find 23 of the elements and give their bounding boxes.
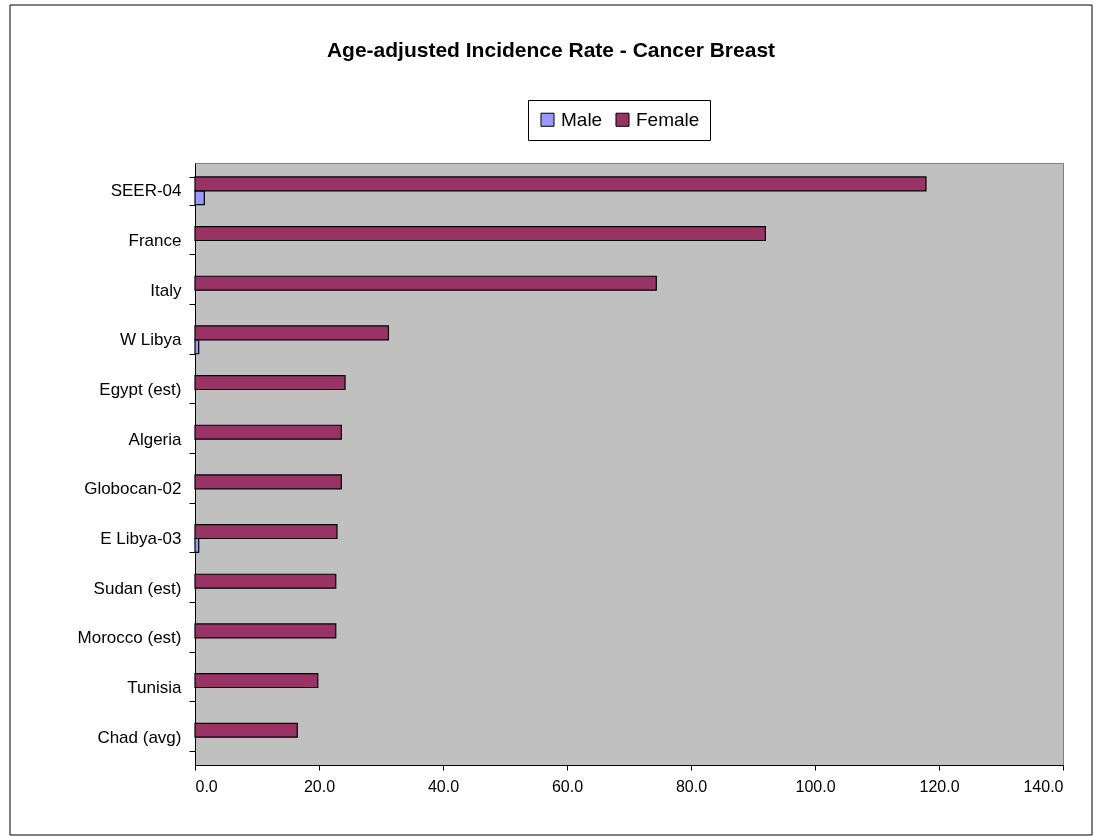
x-tick-label: 60.0 <box>551 777 584 795</box>
y-tick-label: Morocco (est) <box>77 628 182 648</box>
chart-title: Age-adjusted Incidence Rate - Cancer Breast <box>326 37 776 61</box>
y-tick-label: SEER-04 <box>110 181 182 201</box>
y-tick-label: Egypt (est) <box>99 380 182 399</box>
y-tick-label: Chad (avg) <box>97 727 182 747</box>
x-tick-label: 120.0 <box>919 777 960 795</box>
y-tick-label: W Libya <box>120 330 183 350</box>
x-tick-label: 80.0 <box>675 777 708 795</box>
y-tick-label: E Libya-03 <box>100 529 182 548</box>
x-tick-label: 140.0 <box>1023 777 1064 795</box>
y-tick-label: France <box>128 230 182 250</box>
y-tick-label: Sudan (est) <box>93 578 182 598</box>
x-tick-label: 100.0 <box>795 777 836 795</box>
x-tick-label: 20.0 <box>303 777 336 795</box>
y-tick-label: Algeria <box>128 429 183 449</box>
x-tick-label: 40.0 <box>427 777 460 795</box>
y-tick-label: Italy <box>150 280 182 300</box>
y-tick-label: Globocan-02 <box>84 479 182 499</box>
x-tick-label: 0.0 <box>195 777 218 795</box>
legend-label: Female <box>636 108 700 130</box>
y-tick-label: Tunisia <box>127 678 183 698</box>
legend-label: Male <box>561 108 603 130</box>
